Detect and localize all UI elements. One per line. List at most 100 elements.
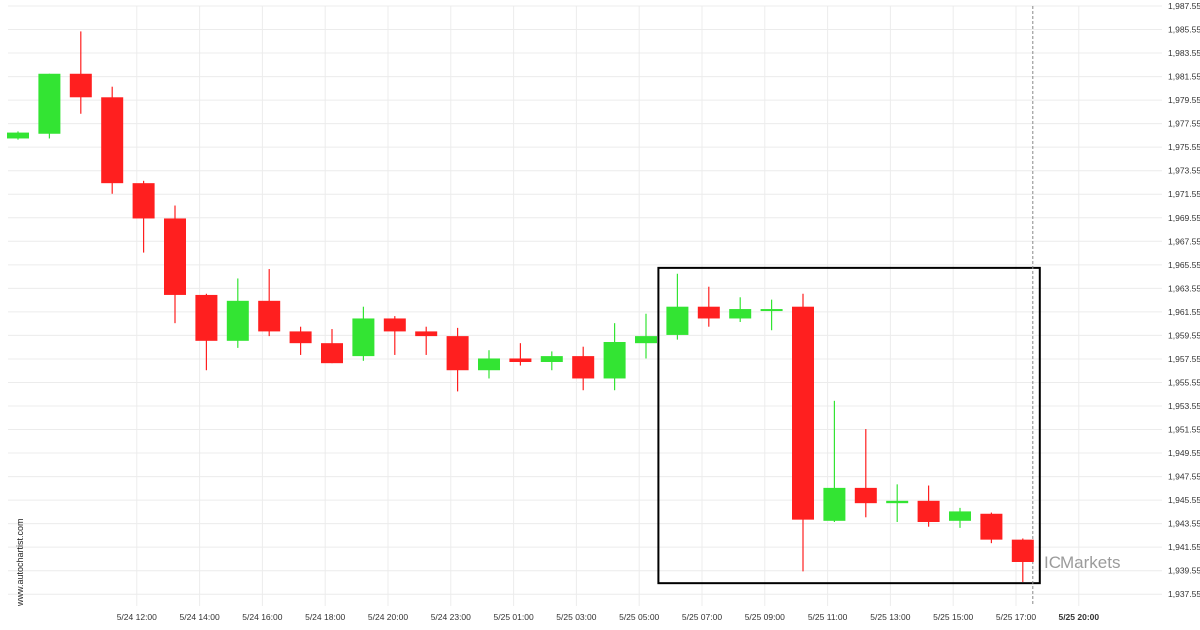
y-tick-label: 1,963.5595 xyxy=(1168,283,1200,293)
y-tick-label: 1,981.5595 xyxy=(1168,72,1200,82)
candle-up xyxy=(226,278,249,348)
y-tick-label: 1,987.5595 xyxy=(1168,1,1200,11)
candle-body xyxy=(854,487,877,504)
candle-down xyxy=(101,86,124,194)
x-tick-label: 5/25 11:00 xyxy=(808,612,848,622)
candle-body xyxy=(917,500,940,522)
x-axis: 5/24 12:00 5/24 14:00 5/24 16:00 5/24 18:00… xyxy=(117,612,1100,622)
candle-down xyxy=(258,269,281,337)
candles xyxy=(7,31,1034,582)
candle-body xyxy=(572,356,595,379)
x-tick-label: 5/24 23:00 xyxy=(431,612,471,622)
candle-body xyxy=(509,358,532,362)
x-tick-label: 5/25 15:00 xyxy=(933,612,973,622)
x-tick-label: 5/25 17:00 xyxy=(996,612,1036,622)
brand-name: Markets xyxy=(1060,553,1120,572)
candle-body xyxy=(132,183,155,219)
candle-body xyxy=(258,300,281,332)
x-tick-label: 5/25 01:00 xyxy=(494,612,534,622)
y-tick-label: 1,945.5595 xyxy=(1168,495,1200,505)
y-tick-label: 1,983.5595 xyxy=(1168,48,1200,58)
candle-body xyxy=(478,358,500,371)
candle-body xyxy=(321,343,343,364)
x-tick-label: 5/25 20:00 xyxy=(1058,612,1099,622)
candle-body xyxy=(1011,539,1034,562)
candle-down xyxy=(383,316,406,355)
candle-body xyxy=(792,306,814,520)
candle-down xyxy=(69,31,92,114)
candle-body xyxy=(886,500,909,504)
candle-body xyxy=(540,356,563,362)
candle-up xyxy=(760,299,783,331)
x-tick-label: 5/24 16:00 xyxy=(242,612,282,622)
candle-down xyxy=(697,286,720,327)
candle-down xyxy=(164,205,186,324)
highlight-box-layer xyxy=(657,6,1041,606)
candle-body xyxy=(635,336,657,344)
candle-down xyxy=(195,293,218,371)
candle-down xyxy=(980,512,1003,544)
y-tick-label: 1,951.5595 xyxy=(1168,425,1200,435)
brand-logo: IC Markets xyxy=(1044,553,1120,572)
candle-body xyxy=(69,73,92,98)
candle-up xyxy=(540,351,563,371)
candle-down xyxy=(289,326,312,355)
y-tick-label: 1,965.5595 xyxy=(1168,260,1200,270)
x-tick-label: 5/24 12:00 xyxy=(117,612,157,622)
candle-down xyxy=(132,180,155,253)
y-tick-label: 1,953.5595 xyxy=(1168,401,1200,411)
x-tick-label: 5/25 05:00 xyxy=(619,612,659,622)
y-tick-label: 1,943.5595 xyxy=(1168,519,1200,529)
candle-up xyxy=(729,297,752,322)
candle-up xyxy=(352,306,375,361)
candle-down xyxy=(509,343,532,366)
y-tick-label: 1,937.5595 xyxy=(1168,589,1200,599)
x-tick-label: 5/24 14:00 xyxy=(180,612,220,622)
y-tick-label: 1,955.5595 xyxy=(1168,377,1200,387)
candle-down xyxy=(854,429,877,518)
x-tick-label: 5/25 03:00 xyxy=(556,612,596,622)
candle-body xyxy=(603,341,626,379)
y-tick-label: 1,939.5595 xyxy=(1168,566,1200,576)
brand-prefix: IC xyxy=(1044,553,1061,572)
y-tick-label: 1,961.5595 xyxy=(1168,307,1200,317)
y-tick-label: 1,985.5595 xyxy=(1168,25,1200,35)
candle-down xyxy=(917,485,940,527)
candle-up xyxy=(886,484,909,522)
candle-body xyxy=(415,331,438,337)
candle-body xyxy=(949,511,971,521)
candle-body xyxy=(760,309,783,312)
y-tick-label: 1,975.5595 xyxy=(1168,142,1200,152)
x-tick-label: 5/24 20:00 xyxy=(368,612,408,622)
candle-down xyxy=(792,293,814,572)
candle-up xyxy=(7,131,29,140)
y-tick-label: 1,977.5595 xyxy=(1168,119,1200,129)
candle-body xyxy=(383,318,406,332)
x-tick-label: 5/24 18:00 xyxy=(305,612,345,622)
candle-body xyxy=(729,309,752,319)
candle-body xyxy=(823,487,846,521)
y-tick-label: 1,967.5595 xyxy=(1168,236,1200,246)
y-tick-label: 1,959.5595 xyxy=(1168,330,1200,340)
x-tick-label: 5/25 09:00 xyxy=(745,612,785,622)
candle-body xyxy=(101,97,124,184)
candle-up xyxy=(603,323,626,391)
candle-up xyxy=(666,273,689,340)
candle-down xyxy=(321,329,343,364)
candle-up xyxy=(635,313,657,359)
y-tick-label: 1,947.5595 xyxy=(1168,472,1200,482)
candle-body xyxy=(666,306,689,335)
candle-body xyxy=(697,306,720,319)
candle-body xyxy=(164,218,186,295)
y-tick-label: 1,941.5595 xyxy=(1168,542,1200,552)
candle-up xyxy=(478,350,500,379)
candle-body xyxy=(352,318,375,357)
candle-body xyxy=(7,132,29,139)
y-tick-label: 1,973.5595 xyxy=(1168,166,1200,176)
y-axis: 1,937.5595 1,939.5595 1,941.5595 1,943.5595… xyxy=(1168,1,1200,599)
candle-body xyxy=(226,300,249,341)
y-tick-label: 1,969.5595 xyxy=(1168,213,1200,223)
candle-up xyxy=(823,400,846,522)
candle-down xyxy=(1011,538,1034,582)
